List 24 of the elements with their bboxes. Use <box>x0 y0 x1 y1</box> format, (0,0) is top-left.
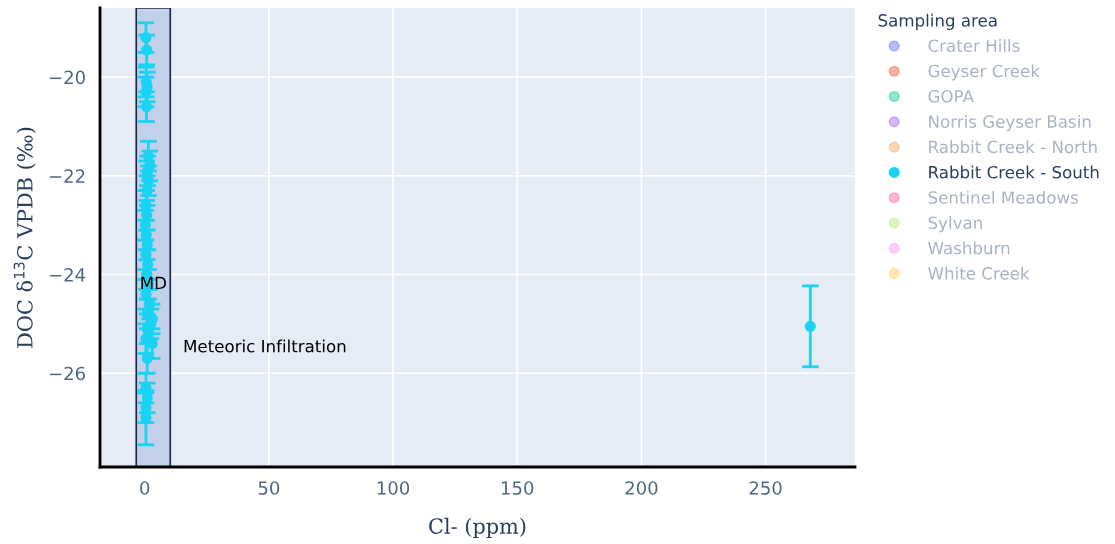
annotation: Meteoric Infiltration <box>184 339 346 353</box>
legend-label: Crater Hills <box>928 39 1020 53</box>
x-tick-label: 100 <box>377 481 410 495</box>
legend-label: Sylvan <box>928 216 982 233</box>
legend-label: GOPA <box>928 90 974 103</box>
x-tick-label: 150 <box>501 481 534 495</box>
y-tick-label: −24 <box>49 267 86 282</box>
legend-label: Norris Geyser Basin <box>929 115 1091 132</box>
legend-title: Sampling area <box>878 13 997 30</box>
y-tick-label: −22 <box>49 169 85 183</box>
x-tick-label: 200 <box>625 481 658 495</box>
x-axis-title: Cl- (ppm) <box>429 517 526 538</box>
legend-label: White Creek <box>928 266 1030 280</box>
legend-label: Washburn <box>928 241 1010 255</box>
x-tick-label: 0 <box>140 481 150 495</box>
legend-label: Geyser Creek <box>928 64 1040 81</box>
x-tick-label: 250 <box>749 481 782 495</box>
legend-label: Rabbit Creek - South <box>929 165 1099 179</box>
legend-label: Sentinel Meadows <box>928 190 1078 204</box>
y-axis-title: DOC δ$^{13}$C VPDB (‰) <box>13 127 36 348</box>
y-tick-label: −20 <box>49 70 85 85</box>
y-tick-label: −26 <box>49 366 85 381</box>
x-tick-label: 50 <box>258 481 280 495</box>
legend-label: Rabbit Creek - North <box>929 140 1097 154</box>
